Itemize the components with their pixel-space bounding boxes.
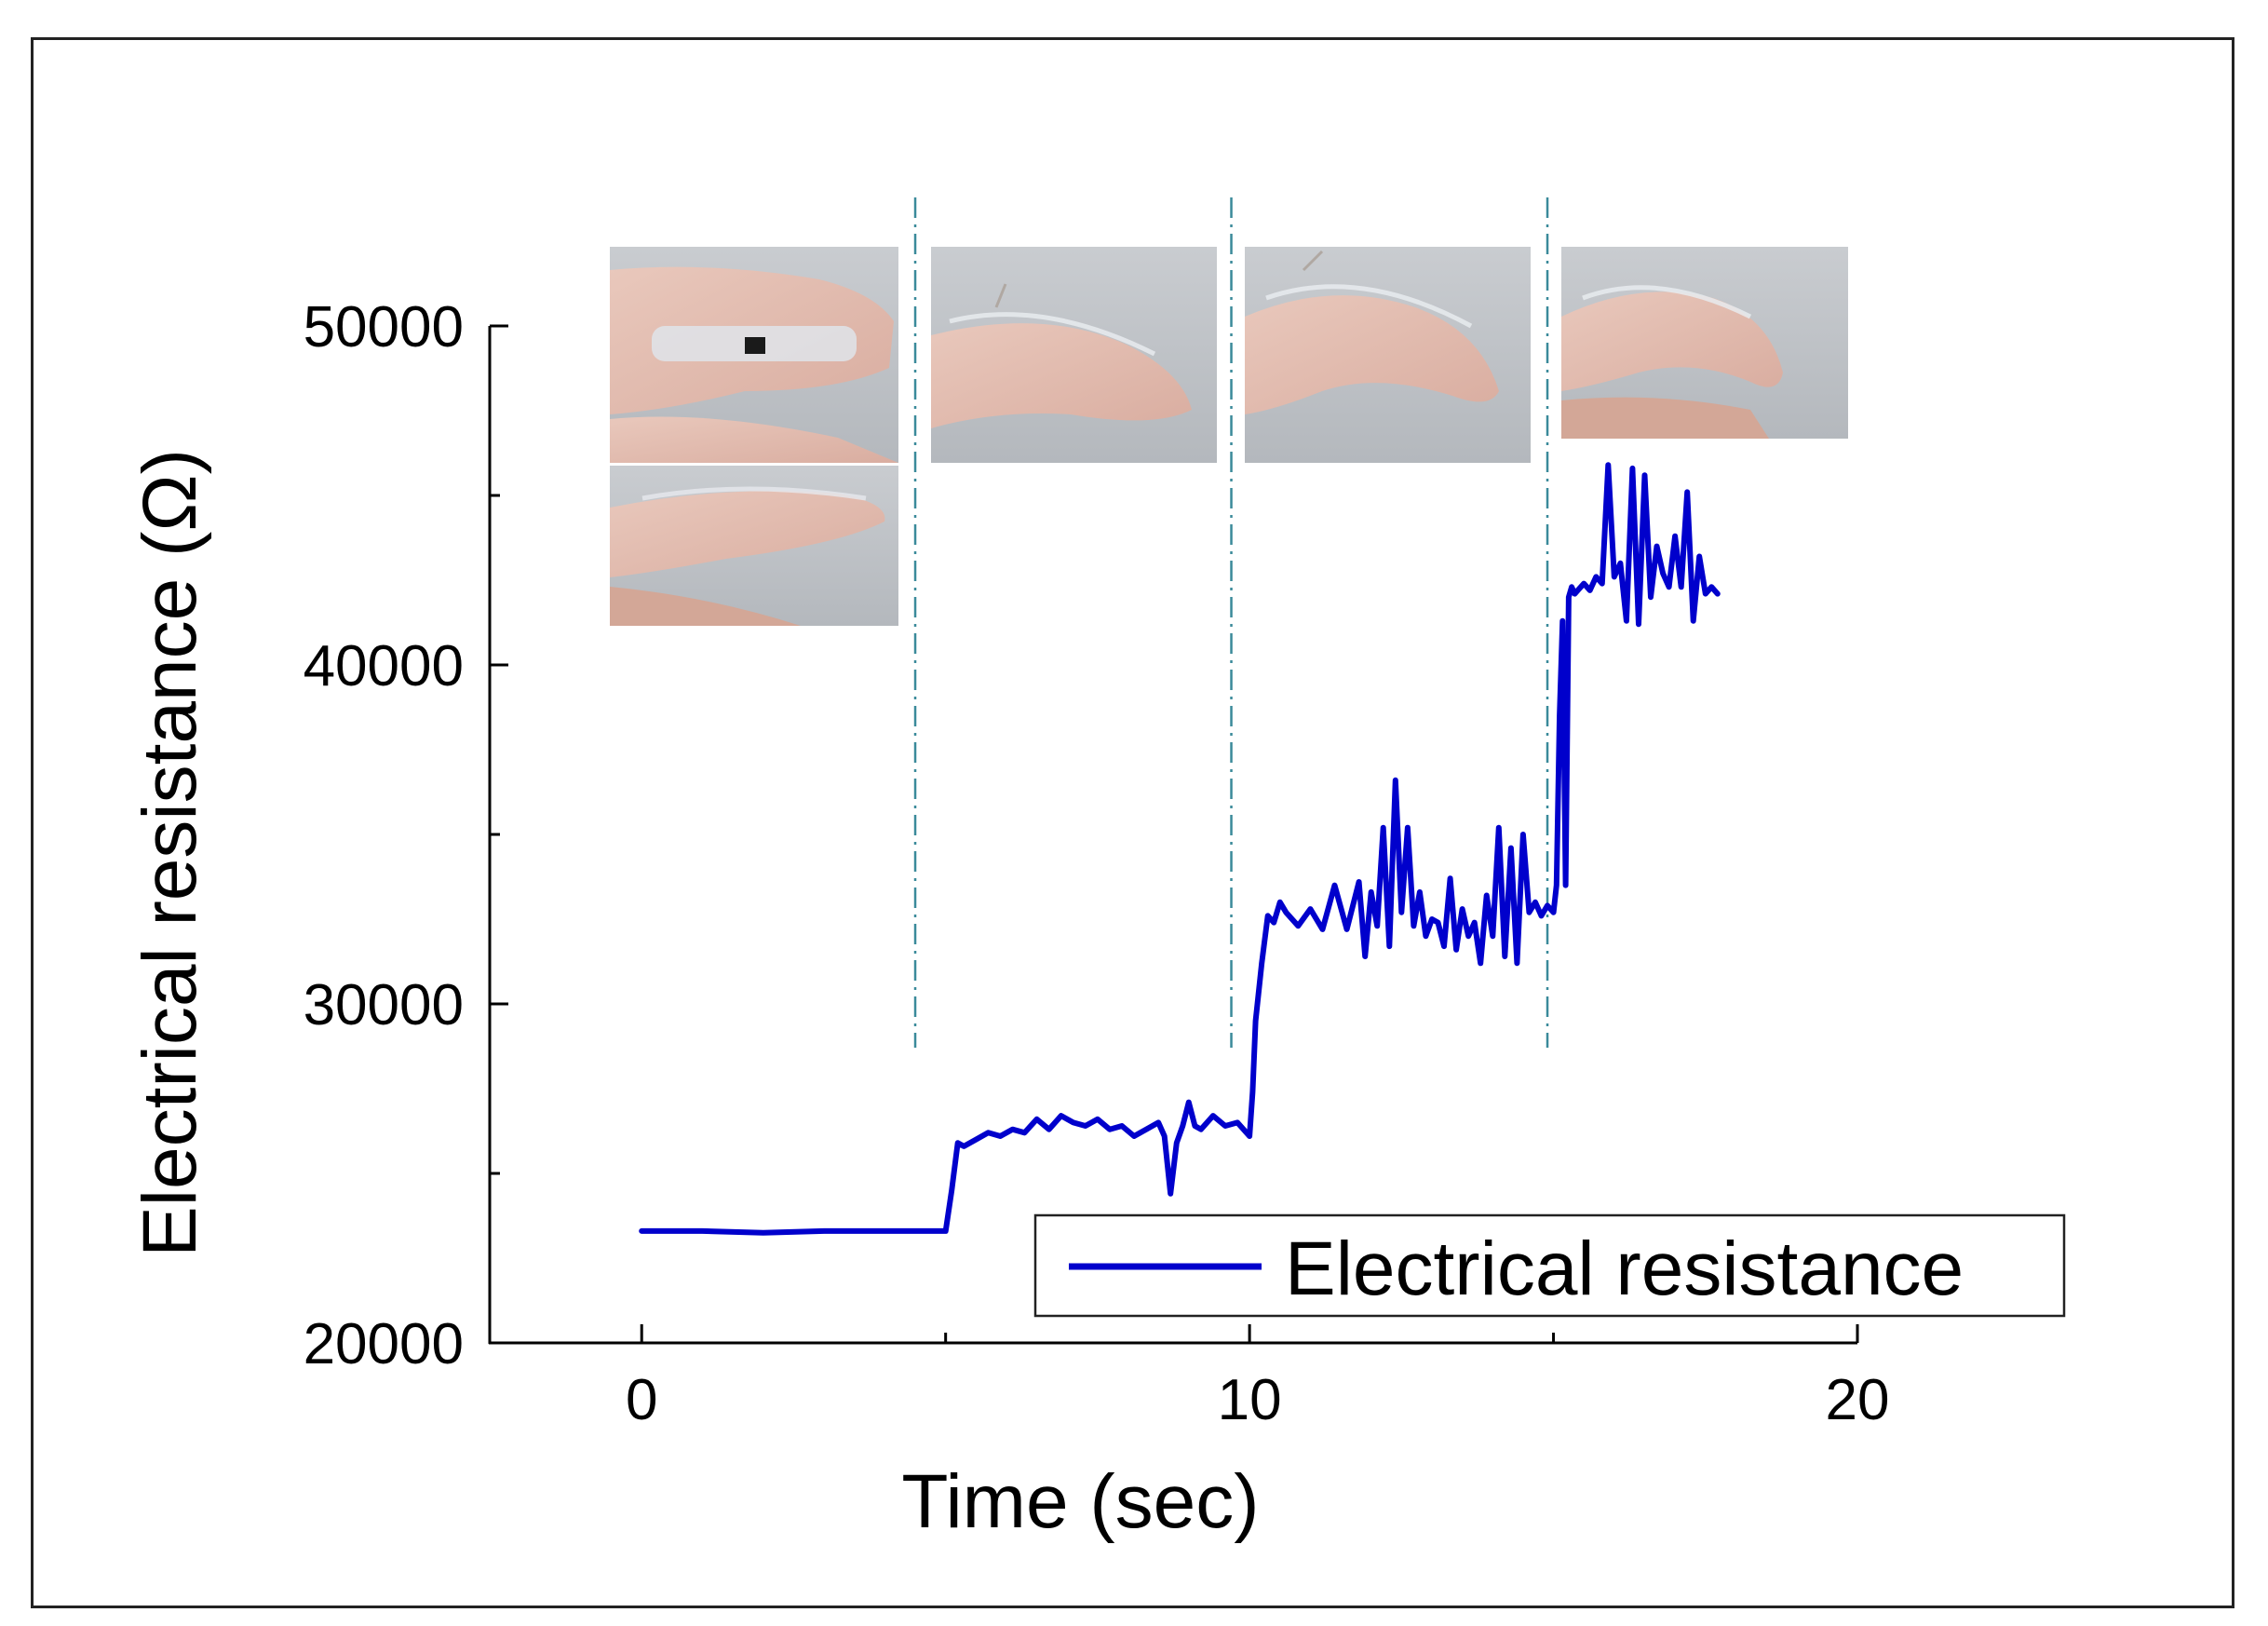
- legend-label: Electrical resistance: [1285, 1226, 1964, 1311]
- y-tick-label: 40000: [304, 634, 464, 698]
- legend: Electrical resistance: [1033, 1213, 2066, 1318]
- series-line: [639, 462, 1721, 1236]
- inset-photo-1b: [610, 466, 898, 626]
- inset-photo-2: [931, 247, 1217, 463]
- x-axis-title: Time (sec): [901, 1459, 1259, 1544]
- inset-photo-4: [1561, 247, 1848, 439]
- y-tick-label: 30000: [304, 973, 464, 1037]
- inset-photo-1: [610, 247, 898, 463]
- y-axis-title: Electrical resistance (Ω): [128, 449, 212, 1257]
- y-tick-label: 20000: [304, 1312, 464, 1376]
- x-tick-label: 10: [1218, 1368, 1282, 1432]
- inset-photo-3: [1245, 247, 1531, 463]
- ticks: 0 10 20 20000 30000 40000 50000: [304, 295, 1890, 1432]
- y-tick-label: 50000: [304, 295, 464, 359]
- series-group: [639, 462, 1721, 1236]
- x-tick-label: 20: [1826, 1368, 1890, 1432]
- x-tick-label: 0: [626, 1368, 657, 1432]
